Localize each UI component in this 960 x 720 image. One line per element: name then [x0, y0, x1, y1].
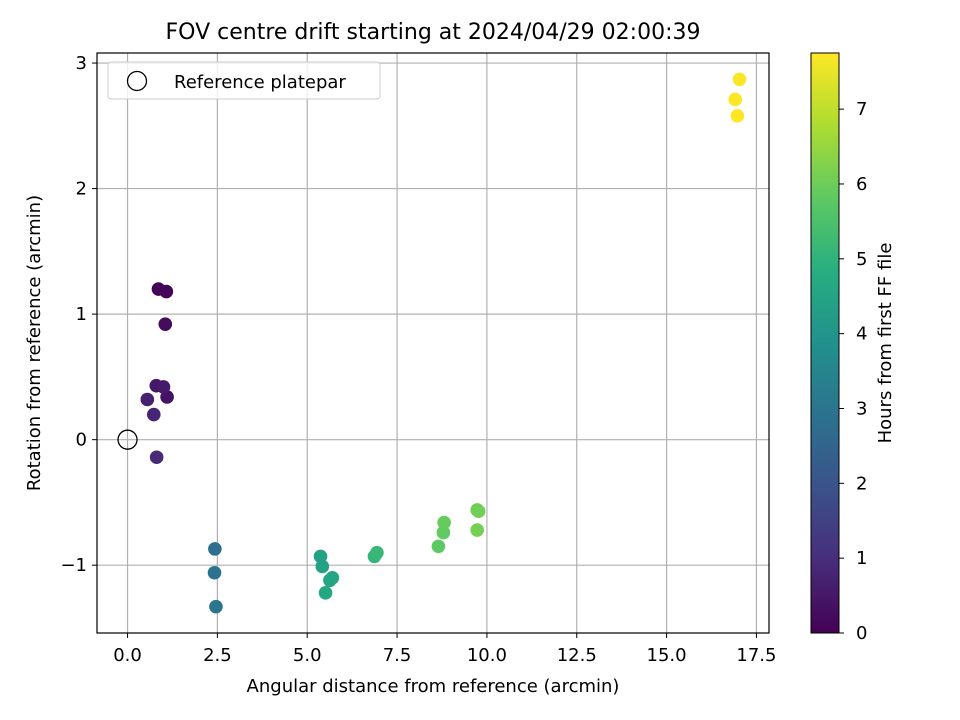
colorbar-label: Hours from first FF file: [875, 243, 896, 444]
scatter-point: [323, 573, 337, 588]
y-tick-label: 2: [76, 179, 87, 200]
scatter-point: [730, 108, 745, 123]
x-tick-label: 0.0: [113, 645, 142, 666]
scatter-point: [146, 407, 161, 422]
y-axis-label: Rotation from reference (arcmin): [24, 195, 45, 491]
colorbar-tick-label: 0: [856, 623, 867, 644]
x-tick-label: 17.5: [736, 645, 776, 666]
y-tick-label: −1: [60, 555, 87, 576]
y-axis-ticks: −1 0 1 2 3: [60, 53, 97, 576]
scatter-point: [313, 549, 328, 564]
colorbar-tick-label: 5: [856, 249, 867, 270]
scatter-point: [732, 72, 747, 87]
colorbar-tick-label: 6: [856, 174, 867, 195]
x-axis-ticks: 0.0 2.5 5.0 7.5 10.0 12.5 15.0 17.5: [113, 633, 776, 666]
colorbar: 0 1 2 3 4 5 6 7 Hours from first FF file: [810, 52, 896, 644]
reference-platepar-marker: [117, 429, 138, 450]
legend-hollow-circle-marker: [126, 70, 148, 92]
colorbar-ticks: 0 1 2 3 4 5 6 7: [839, 99, 867, 644]
x-tick-label: 5.0: [293, 645, 322, 666]
scatter-point: [728, 92, 743, 107]
scatter-point: [470, 523, 485, 537]
chart-title: FOV centre drift starting at 2024/04/29 …: [166, 20, 701, 45]
scatter-point: [370, 545, 384, 560]
scatter-point: [318, 586, 333, 600]
y-tick-label: 1: [76, 304, 87, 325]
x-tick-label: 12.5: [557, 645, 597, 666]
scatter-point: [207, 565, 222, 580]
scatter-point: [209, 599, 223, 614]
scatter-point: [436, 525, 451, 540]
grid-lines: [97, 53, 769, 633]
x-tick-label: 2.5: [203, 645, 232, 666]
colorbar-tick-label: 1: [856, 548, 867, 569]
colorbar-tick-label: 4: [856, 324, 867, 345]
x-tick-label: 15.0: [647, 645, 687, 666]
scatter-point: [208, 542, 222, 556]
scatter-points: [117, 72, 747, 614]
legend: Reference platepar: [107, 61, 381, 100]
scatter-point: [158, 317, 173, 331]
x-tick-label: 7.5: [383, 645, 412, 666]
colorbar-tick-label: 2: [856, 473, 867, 494]
colorbar-gradient: [810, 52, 840, 634]
colorbar-tick-label: 7: [856, 99, 867, 120]
scatter-point: [431, 539, 446, 554]
legend-box: [107, 61, 381, 100]
scatter-point: [140, 392, 155, 407]
scatter-point: [315, 559, 330, 574]
colorbar-tick-label: 3: [856, 398, 867, 419]
scatter-point: [159, 284, 174, 299]
scatter-point: [149, 450, 164, 465]
legend-label: Reference platepar: [174, 72, 346, 93]
y-tick-label: 0: [76, 430, 87, 451]
scatter-point: [471, 504, 486, 519]
scatter-point: [437, 515, 451, 530]
y-tick-label: 3: [76, 53, 87, 74]
x-axis-label: Angular distance from reference (arcmin): [247, 676, 620, 697]
x-tick-label: 10.0: [467, 645, 507, 666]
plot-area-frame: [96, 52, 770, 634]
scatter-point: [156, 380, 171, 394]
